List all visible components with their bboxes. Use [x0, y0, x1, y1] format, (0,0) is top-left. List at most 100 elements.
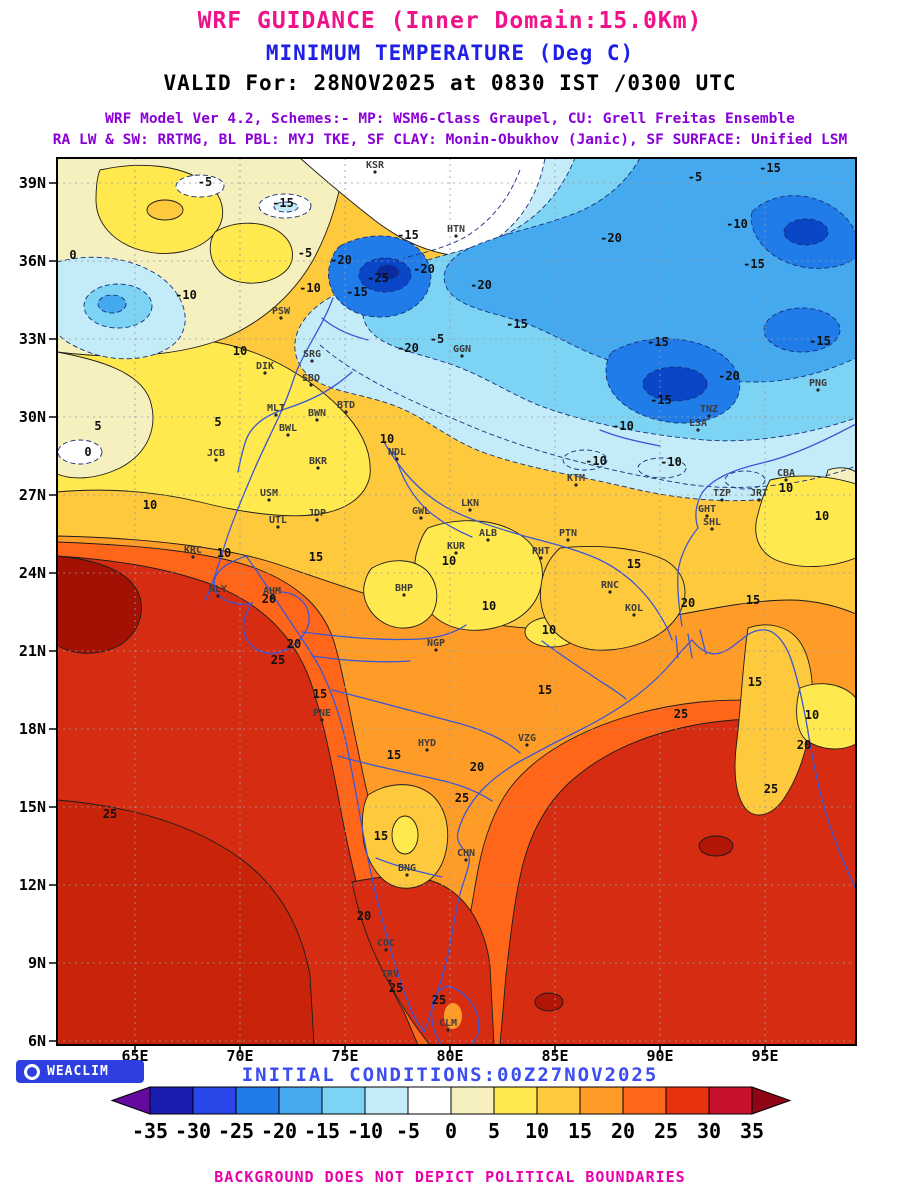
contour-label: -15: [506, 317, 528, 331]
city-label: BTD: [337, 400, 355, 411]
contour-label: 15: [746, 593, 760, 607]
temp-region: [146, 199, 184, 221]
contour-label: -10: [175, 288, 197, 302]
weaclim-logo: WEACLIM: [16, 1060, 144, 1083]
colorbar-cell: [579, 1086, 624, 1115]
temp-region: [391, 815, 419, 855]
contour-label: -10: [585, 454, 607, 468]
contour-label: 0: [69, 248, 76, 262]
city-label: BWL: [279, 423, 297, 434]
himalayan-river: [599, 429, 661, 447]
india-west-coastline: [245, 555, 425, 1033]
city-label: JCB: [207, 448, 225, 459]
narmada-river: [301, 624, 467, 641]
contour-label: 10: [482, 599, 496, 613]
contour-label: 20: [357, 909, 371, 923]
city-dot: [464, 858, 468, 862]
logo-circle-icon: [24, 1063, 40, 1080]
lat-label: 27N: [19, 486, 46, 504]
city-dot: [705, 514, 709, 518]
lat-label: 9N: [28, 954, 46, 972]
lat-label: 36N: [19, 252, 46, 270]
lat-label: 33N: [19, 330, 46, 348]
temp-region: [363, 560, 438, 629]
initial-conditions-text: INITIAL CONDITIONS:00Z27NOV2025: [241, 1064, 659, 1086]
city-dot: [566, 538, 570, 542]
city-label: KTM: [567, 473, 585, 484]
city-dot: [263, 371, 267, 375]
city-label: SRG: [303, 349, 321, 360]
city-dot: [270, 596, 274, 600]
city-dot: [274, 413, 278, 417]
valid-time-line: VALID For: 28NOV2025 at 0830 IST /0300 U…: [163, 71, 737, 95]
contour-label: -15: [759, 161, 781, 175]
contour-label: -25: [367, 271, 389, 285]
contour-label: -15: [397, 228, 419, 242]
temp-region: [57, 555, 142, 654]
colorbar-cell: [407, 1086, 452, 1115]
contour-label: -15: [346, 285, 368, 299]
lat-label: 21N: [19, 642, 46, 660]
city-dot: [405, 873, 409, 877]
city-dot: [216, 594, 220, 598]
contour-label: 15: [627, 557, 641, 571]
city-label: DIK: [256, 361, 274, 372]
temperature-fill-layer: [57, 158, 856, 1045]
contour-label: 20: [681, 596, 695, 610]
indus-river: [205, 297, 334, 601]
colorbar-tick-label: 10: [525, 1119, 549, 1143]
contour-label: 5: [94, 419, 101, 433]
colorbar: -35 -30 -25 -20 -15 -10 -5 0 5 10 15 20 25 30 35: [110, 1086, 792, 1143]
city-label: VZG: [518, 733, 536, 744]
colorbar-cell: [622, 1086, 667, 1115]
city-label: PSW: [272, 306, 291, 317]
colorbar-tick-label: 25: [654, 1119, 678, 1143]
city-label: NDL: [388, 447, 406, 458]
city-label: GWL: [412, 506, 430, 517]
contour-label: -20: [397, 341, 419, 355]
contour-label: 15: [387, 748, 401, 762]
city-label: KRC: [184, 545, 202, 556]
city-label: COC: [377, 938, 395, 949]
lat-label: 6N: [28, 1032, 46, 1050]
city-dot: [784, 478, 788, 482]
contour-label: 25: [271, 653, 285, 667]
contour-label: -15: [650, 393, 672, 407]
city-dot: [309, 383, 313, 387]
temp-region: [57, 439, 103, 465]
city-dot: [454, 234, 458, 238]
city-dot: [279, 316, 283, 320]
kaveri-river: [375, 857, 443, 878]
colorbar-tick-label: -25: [218, 1119, 254, 1143]
city-label: USM: [260, 488, 278, 499]
temp-region: [209, 222, 293, 284]
colorbar-arrow-right: [751, 1086, 792, 1115]
colorbar-cell: [450, 1086, 495, 1115]
temp-region: [698, 835, 734, 857]
contour-label: -10: [299, 281, 321, 295]
temp-region: [724, 470, 766, 490]
city-label: JDP: [308, 508, 326, 519]
temp-region: [175, 174, 225, 198]
contour-label: -20: [600, 231, 622, 245]
tapti-river: [311, 655, 411, 663]
title-line-1: WRF GUIDANCE (Inner Domain:15.0Km): [197, 8, 703, 34]
city-dot: [757, 498, 761, 502]
city-dot: [402, 593, 406, 597]
contour-label: 15: [374, 829, 388, 843]
city-label: JRT: [750, 488, 768, 499]
city-label: UTL: [269, 515, 287, 526]
temp-region: [642, 366, 708, 402]
lat-label: 15N: [19, 798, 46, 816]
contour-label: 15: [313, 687, 327, 701]
contour-label: 10: [442, 554, 456, 568]
colorbar-arrow-left: [110, 1086, 151, 1115]
city-label: ALB: [479, 528, 497, 539]
city-dot: [434, 648, 438, 652]
colorbar-tick-label: -35: [132, 1119, 168, 1143]
colorbar-tick-label: 15: [568, 1119, 592, 1143]
contour-label: 15: [748, 675, 762, 689]
city-dot: [315, 518, 319, 522]
city-dot: [632, 613, 636, 617]
sutlej-river: [237, 371, 353, 473]
